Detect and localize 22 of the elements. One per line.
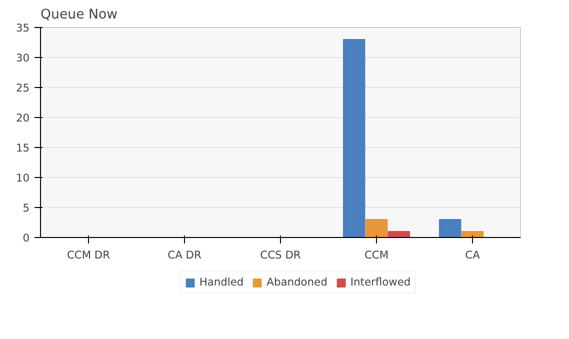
x-tick-label: CA DR: [168, 248, 202, 262]
legend-label: Handled: [199, 276, 244, 288]
x-tick-label: CCS DR: [260, 248, 302, 262]
bar: [342, 39, 366, 238]
chart-title: Queue Now: [40, 8, 118, 22]
y-tick-label: 5: [22, 202, 30, 214]
legend-label: Abandoned: [266, 276, 328, 288]
y-tick-label: 20: [16, 112, 30, 124]
x-tick-label: CA: [465, 248, 481, 262]
x-tick-label: CCM DR: [66, 248, 111, 262]
y-tick-label: 10: [16, 172, 30, 184]
x-tick-label: CCM: [364, 248, 389, 262]
y-tick-label: 25: [16, 82, 30, 94]
bar: [461, 231, 484, 238]
y-tick-label: 15: [16, 142, 30, 154]
y-tick-label: 35: [16, 22, 30, 34]
y-tick-label: 30: [16, 52, 30, 64]
bar: [365, 219, 388, 238]
legend-label: Interflowed: [350, 276, 411, 288]
bar: [388, 231, 410, 238]
bar: [438, 219, 462, 238]
y-tick-label: 0: [22, 232, 30, 244]
